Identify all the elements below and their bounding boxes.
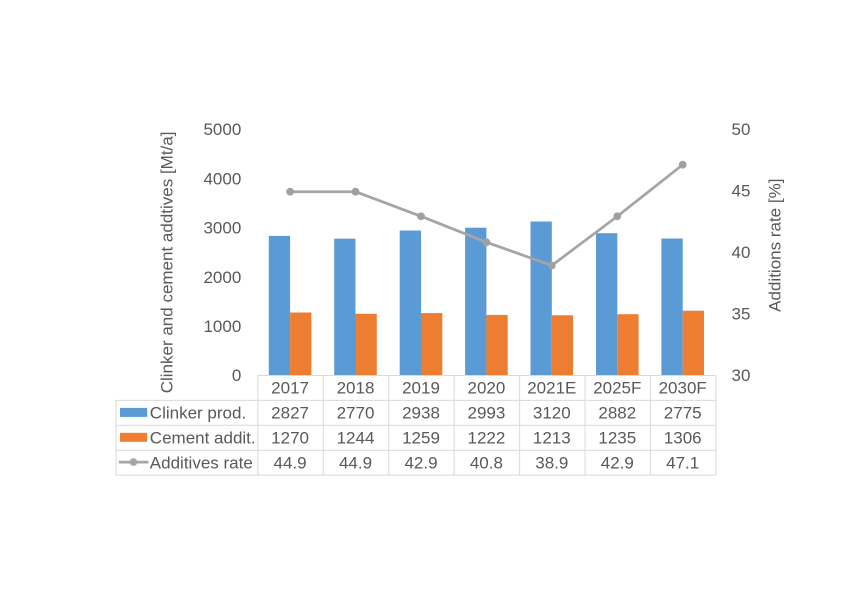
svg-text:2019: 2019 [402, 379, 440, 398]
svg-text:Additions rate [%]: Additions rate [%] [766, 179, 785, 312]
svg-text:30: 30 [732, 366, 751, 385]
svg-text:Additives rate: Additives rate [150, 453, 253, 472]
svg-text:35: 35 [732, 305, 751, 324]
svg-text:1222: 1222 [467, 428, 505, 447]
svg-text:4000: 4000 [203, 169, 241, 188]
svg-text:0: 0 [232, 366, 241, 385]
svg-text:2775: 2775 [664, 404, 702, 423]
svg-text:1213: 1213 [533, 428, 571, 447]
svg-text:2018: 2018 [337, 379, 375, 398]
svg-text:2020: 2020 [467, 379, 505, 398]
svg-text:3120: 3120 [533, 404, 571, 423]
svg-text:2030F: 2030F [659, 379, 707, 398]
svg-text:47.1: 47.1 [666, 453, 699, 472]
svg-text:40.8: 40.8 [470, 453, 503, 472]
svg-text:1244: 1244 [337, 428, 375, 447]
svg-text:2770: 2770 [337, 404, 375, 423]
svg-text:Clinker and cement addtives [M: Clinker and cement addtives [Mt/a] [157, 132, 176, 394]
svg-text:1235: 1235 [598, 428, 636, 447]
svg-text:2827: 2827 [271, 404, 309, 423]
svg-text:44.9: 44.9 [274, 453, 307, 472]
svg-text:42.9: 42.9 [601, 453, 634, 472]
svg-text:Cement addit.: Cement addit. [150, 428, 256, 447]
svg-text:2882: 2882 [598, 404, 636, 423]
svg-text:1259: 1259 [402, 428, 440, 447]
svg-text:40: 40 [732, 243, 751, 262]
svg-text:50: 50 [732, 120, 751, 139]
svg-text:42.9: 42.9 [404, 453, 437, 472]
svg-text:2938: 2938 [402, 404, 440, 423]
svg-text:1000: 1000 [203, 317, 241, 336]
svg-text:2025F: 2025F [593, 379, 641, 398]
svg-text:2021E: 2021E [527, 379, 576, 398]
svg-text:45: 45 [732, 182, 751, 201]
svg-text:44.9: 44.9 [339, 453, 372, 472]
svg-text:1306: 1306 [664, 428, 702, 447]
svg-text:2017: 2017 [271, 379, 309, 398]
svg-text:2000: 2000 [203, 268, 241, 287]
svg-text:Clinker prod.: Clinker prod. [150, 404, 246, 423]
svg-text:5000: 5000 [203, 120, 241, 139]
svg-text:38.9: 38.9 [535, 453, 568, 472]
svg-text:3000: 3000 [203, 219, 241, 238]
svg-text:2993: 2993 [467, 404, 505, 423]
svg-text:1270: 1270 [271, 428, 309, 447]
